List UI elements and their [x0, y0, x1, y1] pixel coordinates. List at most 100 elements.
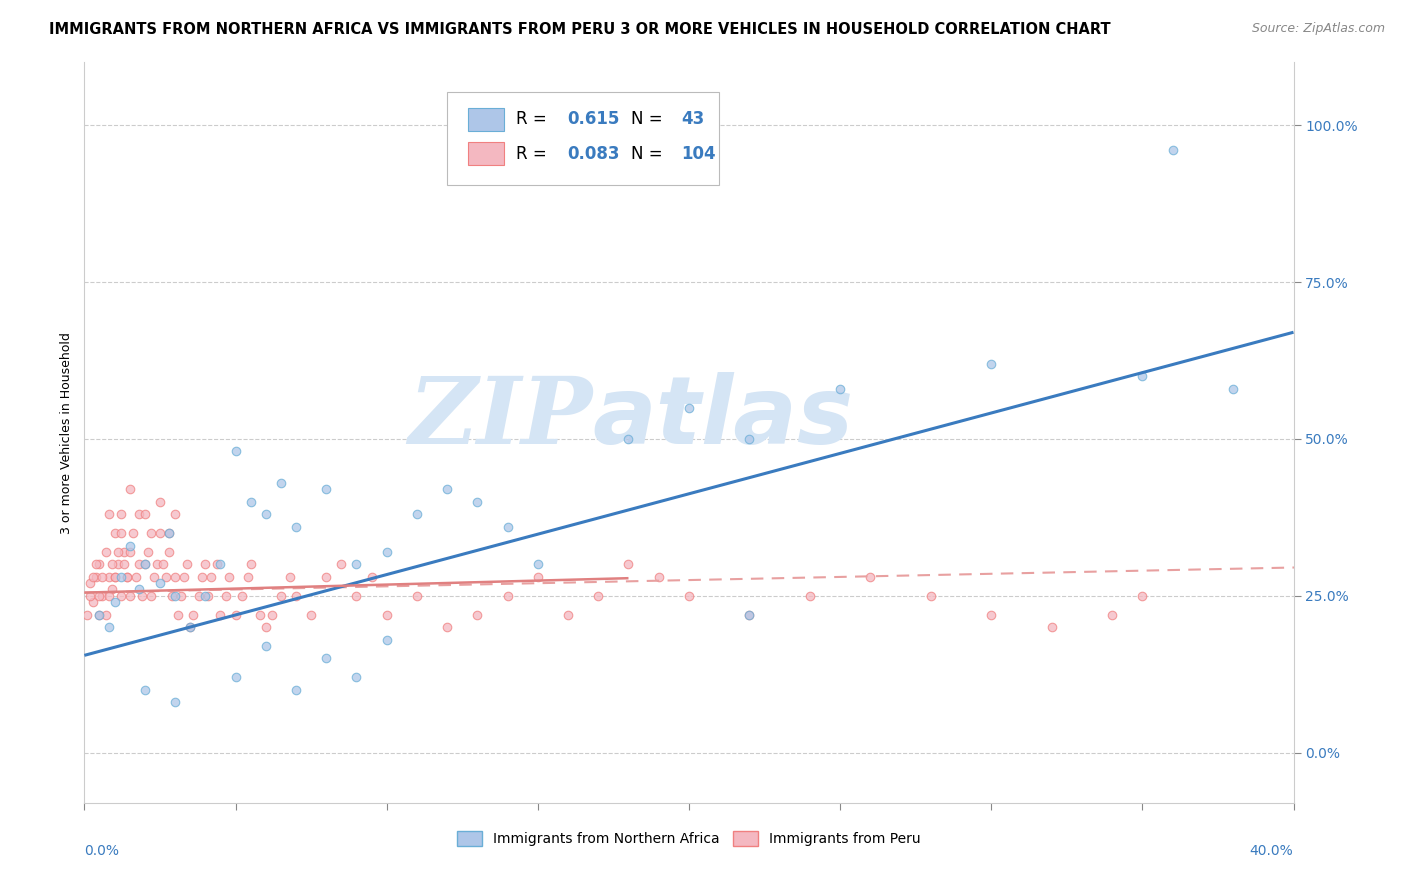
Point [115, 570, 138, 584]
Point [89, 607, 111, 622]
FancyBboxPatch shape [468, 108, 503, 130]
Point [160, 589, 183, 603]
Point [260, 607, 283, 622]
Point [254, 620, 277, 634]
Point [94, 607, 117, 622]
Point [89, 607, 111, 622]
Point [218, 570, 240, 584]
Point [112, 545, 135, 559]
Point [285, 520, 308, 534]
Text: atlas: atlas [592, 372, 853, 464]
Point [557, 607, 579, 622]
Point [157, 526, 180, 541]
Point [375, 607, 398, 622]
Point [859, 570, 882, 584]
Point [920, 589, 942, 603]
Point [799, 589, 821, 603]
Point [179, 620, 201, 634]
Point [617, 432, 640, 446]
Point [139, 526, 162, 541]
Point [170, 589, 193, 603]
Point [236, 570, 259, 584]
Point [179, 620, 201, 634]
Point [738, 432, 761, 446]
Point [315, 570, 337, 584]
Point [165, 570, 187, 584]
Point [142, 570, 165, 584]
Point [107, 545, 129, 559]
Point [112, 558, 135, 572]
Point [980, 607, 1002, 622]
Point [165, 589, 187, 603]
Point [91, 589, 114, 603]
Point [134, 507, 156, 521]
Point [225, 607, 247, 622]
Text: Source: ZipAtlas.com: Source: ZipAtlas.com [1251, 22, 1385, 36]
Point [91, 570, 114, 584]
Point [200, 570, 222, 584]
Point [194, 589, 217, 603]
Point [207, 558, 229, 572]
Point [176, 558, 198, 572]
Text: 104: 104 [682, 145, 716, 162]
Point [128, 507, 150, 521]
Point [125, 570, 148, 584]
Point [155, 570, 177, 584]
Point [375, 632, 398, 647]
Point [110, 570, 132, 584]
Point [139, 589, 162, 603]
Point [406, 589, 429, 603]
Point [94, 545, 117, 559]
Point [467, 607, 489, 622]
Point [165, 507, 187, 521]
Point [121, 526, 143, 541]
Point [128, 558, 150, 572]
Point [76, 607, 98, 622]
Point [110, 526, 132, 541]
Point [173, 570, 195, 584]
Point [107, 558, 129, 572]
Text: 43: 43 [682, 111, 704, 128]
Point [104, 595, 127, 609]
Point [496, 589, 519, 603]
Point [360, 570, 382, 584]
Point [980, 357, 1002, 371]
Point [1130, 589, 1153, 603]
Point [86, 570, 108, 584]
Point [82, 570, 104, 584]
Point [97, 507, 120, 521]
Point [100, 558, 122, 572]
Point [467, 494, 489, 508]
Point [181, 607, 204, 622]
Text: IMMIGRANTS FROM NORTHERN AFRICA VS IMMIGRANTS FROM PERU 3 OR MORE VEHICLES IN HO: IMMIGRANTS FROM NORTHERN AFRICA VS IMMIG… [49, 22, 1111, 37]
Point [406, 507, 429, 521]
Point [146, 558, 169, 572]
Text: N =: N = [631, 145, 668, 162]
Point [648, 570, 671, 584]
Text: N =: N = [631, 111, 668, 128]
Point [239, 558, 262, 572]
Point [617, 558, 640, 572]
Point [254, 639, 277, 653]
Point [1130, 369, 1153, 384]
Point [215, 589, 238, 603]
Point [134, 682, 156, 697]
Point [97, 620, 120, 634]
Point [149, 526, 172, 541]
Point [79, 589, 101, 603]
Point [738, 607, 761, 622]
Point [346, 670, 368, 684]
Point [496, 520, 519, 534]
Point [225, 670, 247, 684]
FancyBboxPatch shape [447, 92, 720, 185]
Point [86, 558, 108, 572]
Point [209, 558, 232, 572]
Text: R =: R = [516, 111, 553, 128]
Point [285, 682, 308, 697]
Point [588, 589, 610, 603]
Point [209, 607, 232, 622]
Point [738, 607, 761, 622]
Point [110, 507, 132, 521]
Point [678, 401, 700, 415]
Point [270, 589, 292, 603]
